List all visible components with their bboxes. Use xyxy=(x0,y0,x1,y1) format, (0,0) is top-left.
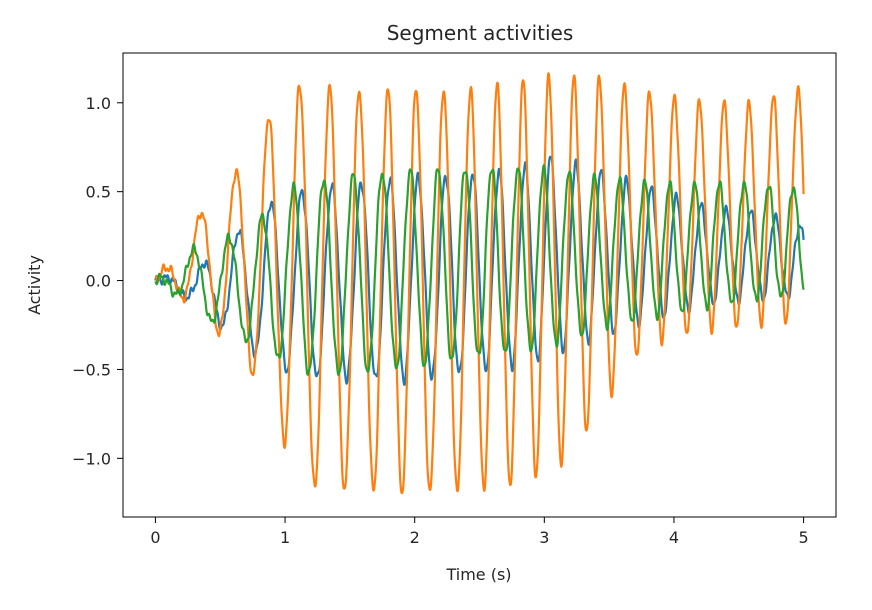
x-tick-label: 5 xyxy=(798,528,808,547)
x-axis: 0 1 2 3 4 5 xyxy=(150,517,809,547)
x-axis-label: Time (s) xyxy=(445,565,511,584)
y-axis: 1.0 0.5 0.0 −0.5 −1.0 xyxy=(72,94,123,468)
y-axis-label: Activity xyxy=(25,255,44,315)
y-tick-label: 1.0 xyxy=(86,94,111,113)
series-line-1 xyxy=(154,155,805,386)
x-tick-label: 3 xyxy=(539,528,549,547)
x-tick-label: 0 xyxy=(150,528,160,547)
series-line-3 xyxy=(154,164,805,377)
x-tick-label: 4 xyxy=(669,528,679,547)
y-tick-label: −1.0 xyxy=(72,449,111,468)
y-tick-label: 0.0 xyxy=(86,272,111,291)
series-line-2 xyxy=(154,72,805,495)
y-tick-label: 0.5 xyxy=(86,183,111,202)
x-tick-label: 2 xyxy=(410,528,420,547)
plot-frame xyxy=(122,52,837,518)
x-tick-label: 1 xyxy=(280,528,290,547)
chart-title: Segment activities xyxy=(387,21,574,45)
series-layer xyxy=(154,72,805,495)
y-tick-label: −0.5 xyxy=(72,360,111,379)
